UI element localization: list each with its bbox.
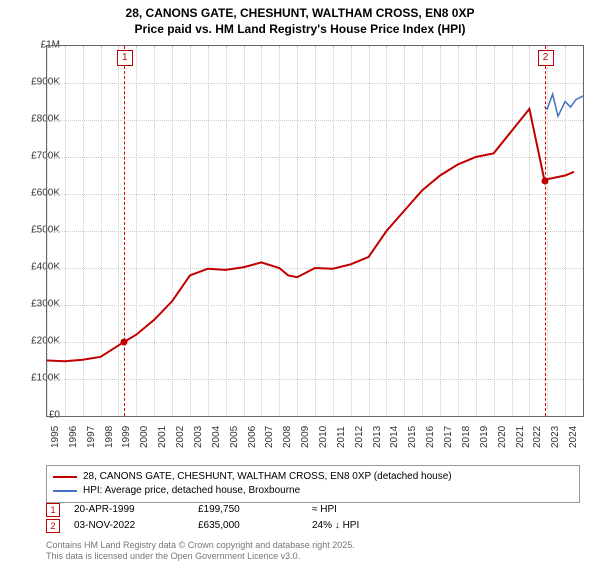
x-tick-label: 2001: [157, 426, 168, 448]
x-tick-label: 2006: [247, 426, 258, 448]
x-tick-label: 1996: [68, 426, 79, 448]
x-tick-label: 2014: [389, 426, 400, 448]
date-cell: 03-NOV-2022: [74, 518, 184, 534]
change-cell: 24% ↓ HPI: [312, 518, 359, 534]
x-tick-label: 2000: [139, 426, 150, 448]
plot-area: 12: [46, 45, 584, 417]
title-line1: 28, CANONS GATE, CHESHUNT, WALTHAM CROSS…: [0, 6, 600, 22]
legend-item-2: HPI: Average price, detached house, Brox…: [53, 484, 573, 498]
title-line2: Price paid vs. HM Land Registry's House …: [0, 22, 600, 38]
x-tick-label: 2021: [515, 426, 526, 448]
row-marker: 2: [46, 519, 60, 533]
price-cell: £199,750: [198, 502, 298, 518]
x-tick-label: 2023: [550, 426, 561, 448]
date-cell: 20-APR-1999: [74, 502, 184, 518]
x-tick-label: 2017: [443, 426, 454, 448]
legend-swatch-blue: [53, 490, 77, 492]
marker-label: 2: [538, 50, 554, 66]
x-tick-label: 2019: [479, 426, 490, 448]
x-tick-label: 2012: [354, 426, 365, 448]
price-cell: £635,000: [198, 518, 298, 534]
x-tick-label: 2015: [407, 426, 418, 448]
change-cell: ≈ HPI: [312, 502, 337, 518]
legend-label-2: HPI: Average price, detached house, Brox…: [83, 484, 300, 498]
x-tick-label: 1998: [104, 426, 115, 448]
x-tick-label: 2020: [497, 426, 508, 448]
x-tick-label: 2002: [175, 426, 186, 448]
x-tick-label: 2010: [318, 426, 329, 448]
x-tick-label: 2004: [211, 426, 222, 448]
footer-line1: Contains HM Land Registry data © Crown c…: [46, 540, 355, 551]
chart-container: 28, CANONS GATE, CHESHUNT, WALTHAM CROSS…: [0, 0, 600, 560]
x-tick-label: 2003: [193, 426, 204, 448]
legend: 28, CANONS GATE, CHESHUNT, WALTHAM CROSS…: [46, 465, 580, 503]
x-tick-label: 2008: [282, 426, 293, 448]
x-tick-label: 2007: [264, 426, 275, 448]
x-tick-label: 2022: [532, 426, 543, 448]
table-row: 2 03-NOV-2022 £635,000 24% ↓ HPI: [46, 518, 359, 534]
legend-label-1: 28, CANONS GATE, CHESHUNT, WALTHAM CROSS…: [83, 470, 452, 484]
price-dot: [541, 178, 548, 185]
x-tick-label: 2013: [372, 426, 383, 448]
row-marker: 1: [46, 503, 60, 517]
legend-swatch-red: [53, 476, 77, 478]
line-plot: [47, 46, 583, 416]
x-tick-label: 1995: [50, 426, 61, 448]
x-tick-label: 2024: [568, 426, 579, 448]
legend-item-1: 28, CANONS GATE, CHESHUNT, WALTHAM CROSS…: [53, 470, 573, 484]
x-tick-label: 2005: [229, 426, 240, 448]
marker-label: 1: [117, 50, 133, 66]
footer-attribution: Contains HM Land Registry data © Crown c…: [46, 540, 355, 562]
table-row: 1 20-APR-1999 £199,750 ≈ HPI: [46, 502, 359, 518]
x-tick-label: 1997: [86, 426, 97, 448]
transaction-table: 1 20-APR-1999 £199,750 ≈ HPI 2 03-NOV-20…: [46, 502, 359, 534]
x-tick-label: 2011: [336, 426, 347, 448]
price-dot: [120, 339, 127, 346]
x-tick-label: 2009: [300, 426, 311, 448]
x-tick-label: 2018: [461, 426, 472, 448]
chart-title: 28, CANONS GATE, CHESHUNT, WALTHAM CROSS…: [0, 0, 600, 37]
x-tick-label: 1999: [121, 426, 132, 448]
x-tick-label: 2016: [425, 426, 436, 448]
